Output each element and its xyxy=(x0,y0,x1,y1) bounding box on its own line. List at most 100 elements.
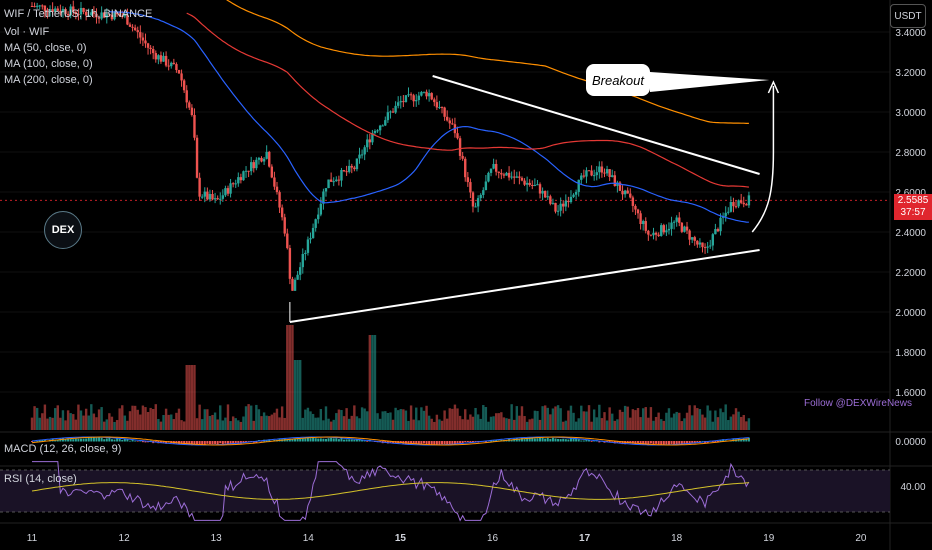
volume-bar xyxy=(657,413,659,430)
time-tick-label: 15 xyxy=(395,533,407,544)
candle-body xyxy=(327,180,329,189)
volume-bar xyxy=(583,411,585,430)
time-tick-label: 16 xyxy=(487,533,499,544)
candle-body xyxy=(567,201,569,202)
candle-body xyxy=(173,63,175,64)
candle-body xyxy=(227,188,229,194)
candle-body xyxy=(650,235,652,236)
volume-bar xyxy=(358,418,360,430)
candle-body xyxy=(258,158,260,160)
volume-bar xyxy=(505,418,507,430)
volume-bar xyxy=(289,325,291,430)
ma100-legend[interactable]: MA (100, close, 0) xyxy=(4,58,93,70)
macd-histogram-bar xyxy=(80,439,82,442)
candle-body xyxy=(580,176,582,180)
macd-histogram-bar xyxy=(578,439,580,441)
macd-histogram-bar xyxy=(72,439,74,441)
volume-bar xyxy=(446,419,448,430)
volume-bar xyxy=(361,407,363,430)
candle-body xyxy=(637,210,639,214)
price-tick-label: 2.0000 xyxy=(895,308,926,319)
macd-histogram-bar xyxy=(655,441,657,444)
macd-histogram-bar xyxy=(562,439,564,442)
candle-body xyxy=(340,170,342,181)
candle-body xyxy=(583,176,585,177)
volume-bar xyxy=(529,419,531,430)
candle-body xyxy=(678,218,680,223)
candle-body xyxy=(147,43,149,47)
volume-bar xyxy=(69,413,71,430)
candle-body xyxy=(314,219,316,228)
candle-body xyxy=(201,197,203,198)
candle-body xyxy=(549,196,551,203)
candle-body xyxy=(523,181,525,185)
lower-trendline xyxy=(290,250,760,322)
ma200-legend[interactable]: MA (200, close, 0) xyxy=(4,74,93,86)
candle-body xyxy=(155,53,157,59)
volume-bar xyxy=(539,420,541,430)
time-axis[interactable]: 11 12 13 14 15 16 17 18 19 20 xyxy=(27,533,867,544)
macd-legend[interactable]: MACD (12, 26, close, 9) xyxy=(4,443,121,455)
candle-body xyxy=(740,200,742,202)
candle-body xyxy=(709,245,711,246)
volume-bar xyxy=(265,416,267,430)
volume-legend[interactable]: Vol · WIF xyxy=(4,26,49,38)
volume-bar xyxy=(474,408,476,430)
price-tick-label: 3.0000 xyxy=(895,108,926,119)
candle-body xyxy=(552,203,554,204)
macd-histogram-bar xyxy=(554,439,556,442)
volume-bar xyxy=(464,409,466,430)
volume-bar xyxy=(296,360,298,430)
volume-bar xyxy=(335,413,337,430)
macd-histogram-bar xyxy=(549,439,551,442)
volume-bar xyxy=(108,413,110,430)
rsi-legend[interactable]: RSI (14, close) xyxy=(4,473,77,485)
macd-histogram-bar xyxy=(206,441,208,444)
volume-bar xyxy=(260,416,262,430)
volume-bar xyxy=(632,409,634,430)
volume-bar xyxy=(284,418,286,430)
macd-histogram-bar xyxy=(524,439,526,441)
candle-body xyxy=(557,211,559,212)
volume-bar xyxy=(294,360,296,430)
volume-bar xyxy=(253,421,255,430)
volume-bar xyxy=(627,407,629,430)
volume-bar xyxy=(449,408,451,430)
candle-body xyxy=(41,5,43,6)
candle-body xyxy=(204,192,206,197)
ma50-legend[interactable]: MA (50, close, 0) xyxy=(4,42,87,54)
volume-bar xyxy=(534,411,536,430)
candle-body xyxy=(149,48,151,49)
volume-bar xyxy=(639,417,641,430)
candle-body xyxy=(296,275,298,280)
candle-body xyxy=(384,120,386,125)
candle-body xyxy=(36,6,38,7)
candle-body xyxy=(33,6,35,7)
macd-histogram-bar xyxy=(650,441,652,443)
volume-bar xyxy=(485,407,487,430)
price-axis[interactable]: 3.4000 3.2000 3.0000 2.8000 2.6000 2.4000 2.20… xyxy=(895,28,926,448)
volume-bar xyxy=(428,416,430,430)
macd-histogram-bar xyxy=(302,439,304,442)
candle-body xyxy=(717,229,719,231)
candle-body xyxy=(431,93,433,99)
bar-countdown: 37:57 xyxy=(900,207,925,219)
volume-bar xyxy=(423,411,425,430)
candle-body xyxy=(503,174,505,175)
candle-body xyxy=(572,195,574,197)
volume-bar xyxy=(330,422,332,430)
volume-bar xyxy=(621,412,623,430)
currency-selector[interactable]: USDT xyxy=(890,4,926,28)
candle-body xyxy=(433,99,435,102)
volume-bar xyxy=(317,418,319,430)
candle-body xyxy=(673,222,675,223)
volume-bar xyxy=(345,408,347,430)
symbol-legend[interactable]: WIF / TetherUS, 1h, BINANCE xyxy=(4,8,152,20)
volume-bar xyxy=(389,412,391,430)
last-price-value: 2.5585 xyxy=(898,195,929,207)
volume-bar xyxy=(438,419,440,430)
candle-body xyxy=(402,101,404,102)
volume-bar xyxy=(255,405,257,430)
volume-bar xyxy=(75,420,77,430)
